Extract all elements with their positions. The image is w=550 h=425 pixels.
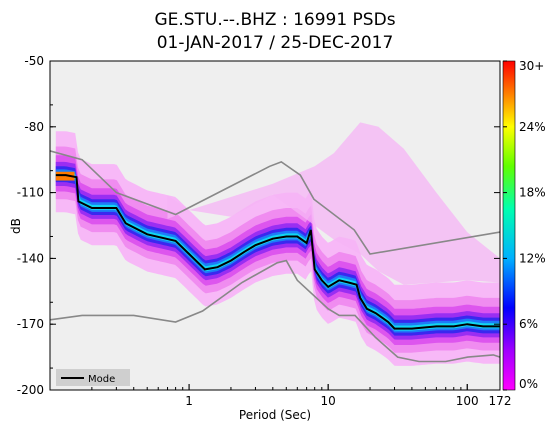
mode-curve-layer [55,174,500,330]
colorbar-tick-label: 30+ [519,59,544,73]
y-tick-label: -170 [17,317,44,331]
colorbar-tick-label: 6% [519,317,538,331]
colorbar [502,60,516,391]
y-tick-label: -200 [17,383,44,397]
noise-model-lines [50,150,500,363]
x-tick-label: 100 [456,394,479,408]
x-tick-label: 172 [489,394,512,408]
legend-box [56,369,130,386]
psd-density-bands [55,122,500,366]
legend: Mode [56,369,130,386]
density-band-5 [55,166,500,336]
plot-frame [49,60,501,391]
y-tick-label: -140 [17,251,44,265]
y-tick-label: -110 [17,186,44,200]
density-band-3 [55,155,500,345]
new-high-noise-model-line [50,150,500,255]
y-tick-label: -80 [24,120,44,134]
x-axis-ticks: 1 10 100 172 [49,384,512,408]
legend-mode-label: Mode [88,374,115,385]
new-low-noise-model-line [50,259,500,363]
colorbar-tick-label: 24% [519,120,546,134]
colorbar-tick-label: 12% [519,251,546,265]
chart-title-line1: GE.STU.--.BHZ : 16991 PSDs [154,10,395,30]
colorbar-ticks: 0% 6% 12% 18% 24% 30+ [503,59,546,391]
colorbar-tick-label: 18% [519,186,546,200]
density-hotspot [55,171,75,181]
colorbar-tick-label: 0% [519,377,538,391]
x-tick-label: 10 [321,394,336,408]
x-axis-label: Period (Sec) [239,408,311,422]
y-tick-label: -50 [24,54,44,68]
y-axis-label: dB [9,218,23,234]
density-upper-fringe [167,122,500,285]
mode-curve [55,174,500,330]
x-tick-label: 1 [185,394,193,408]
y-axis-ticks: -50 -80 -110 -140 -170 -200 [17,54,500,397]
chart-title-line2: 01-JAN-2017 / 25-DEC-2017 [157,33,394,53]
